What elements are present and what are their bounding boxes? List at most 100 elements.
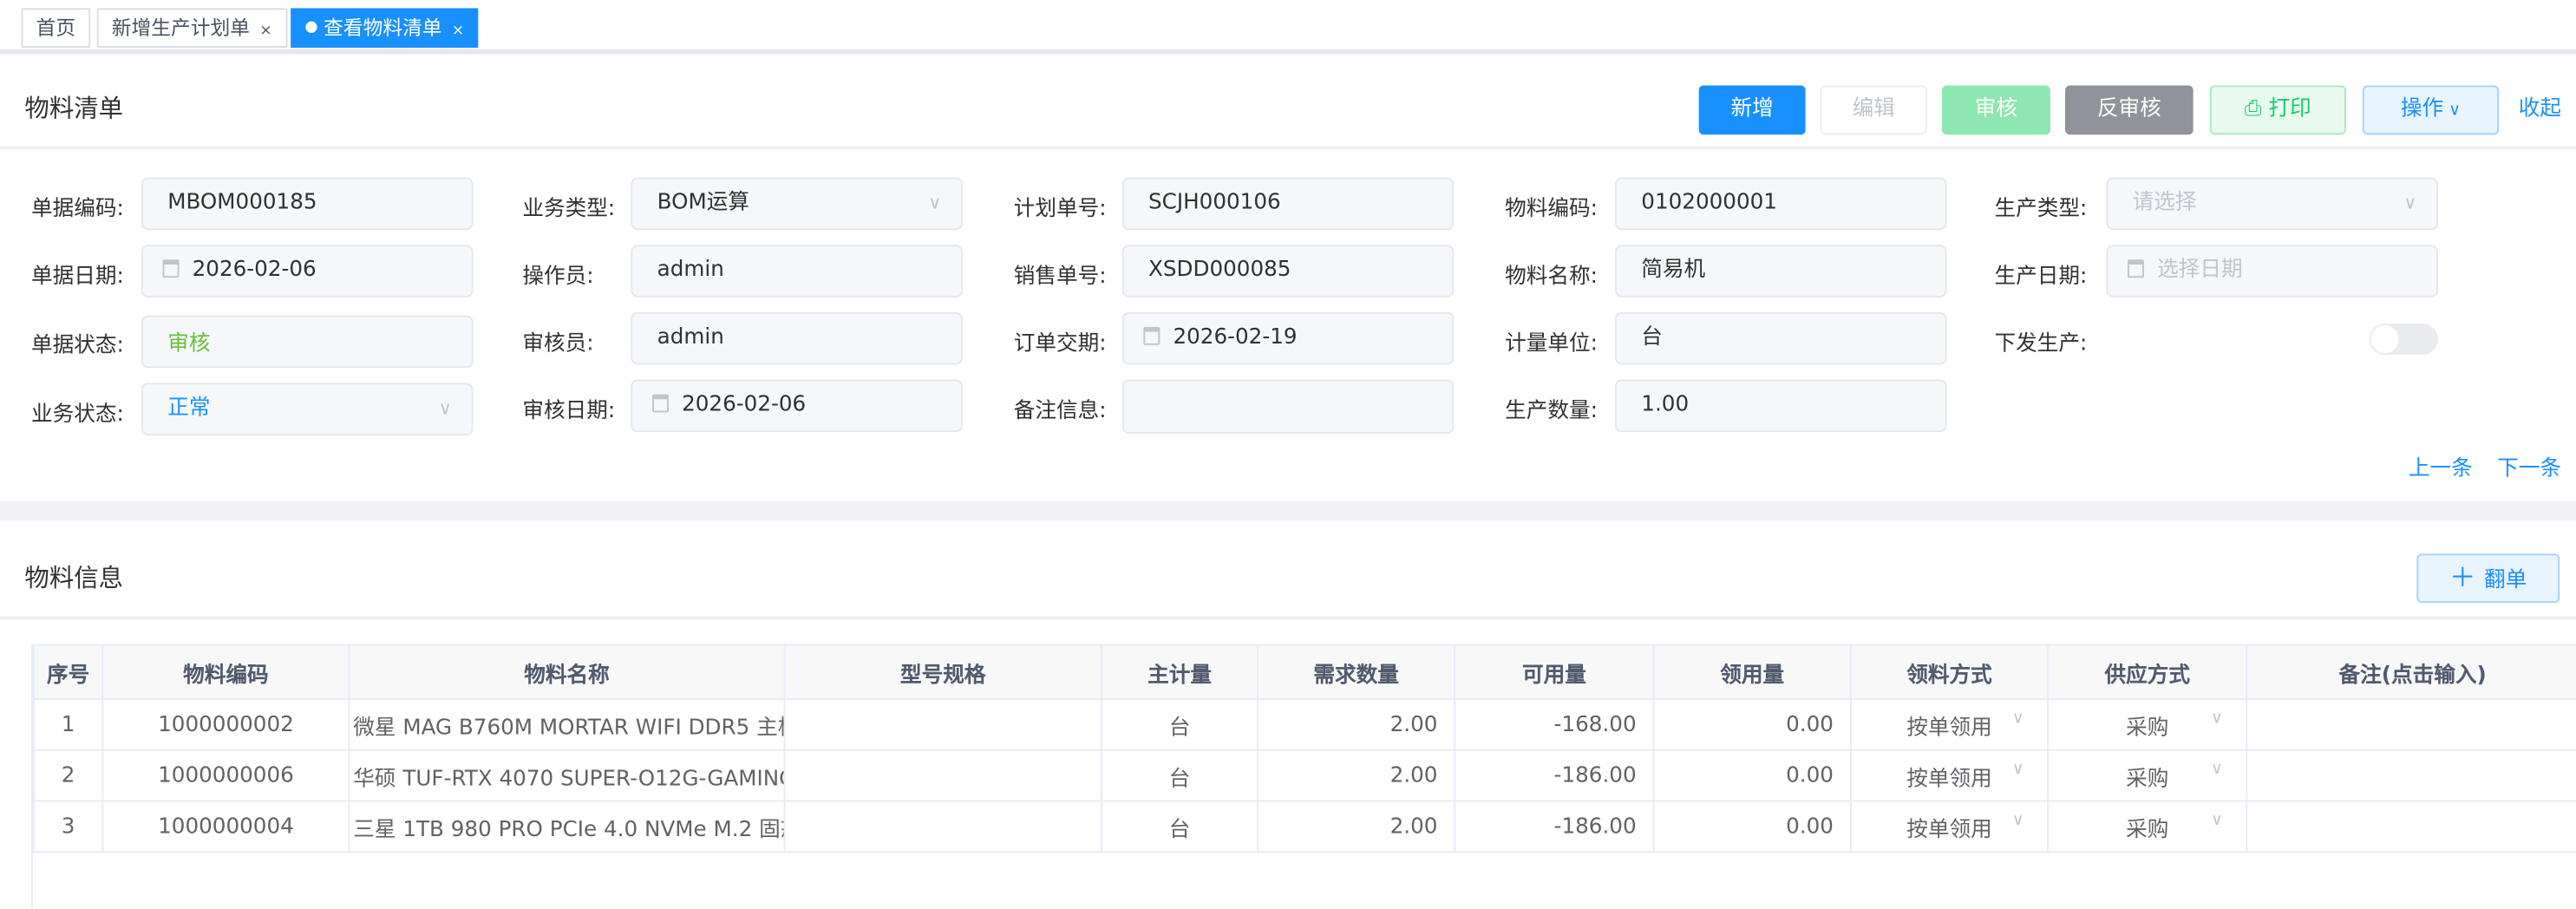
cell-no: 1 xyxy=(32,698,104,751)
tab-view-bom[interactable]: 查看物料清单 × xyxy=(291,8,479,48)
table-row: 3 1000000004 三星 1TB 980 PRO PCIe 4.0 NVMe … xyxy=(32,800,2576,853)
plan-no-field[interactable]: SCJH000106 xyxy=(1121,177,1455,231)
remark-textarea[interactable] xyxy=(1121,379,1455,435)
column-header: 主计量 xyxy=(1101,644,1259,700)
cell-note[interactable] xyxy=(2246,800,2576,853)
tab-home[interactable]: 首页 xyxy=(21,8,91,48)
cell-pick[interactable]: 按单领用 ∨ xyxy=(1849,800,2050,853)
chevron-down-icon: ∨ xyxy=(2443,101,2462,121)
cell-used: 0.00 xyxy=(1652,698,1852,751)
label: 业务类型: xyxy=(522,197,616,222)
value: 按单领用 xyxy=(1906,766,1992,792)
toggle-knob xyxy=(2370,325,2399,354)
label: 单据日期: xyxy=(30,264,124,290)
column-header: 领用量 xyxy=(1652,644,1852,700)
label: 生产数量: xyxy=(1505,399,1598,424)
cell-used: 0.00 xyxy=(1652,800,1852,853)
cell-spec xyxy=(783,698,1103,751)
doc-status-field[interactable]: 审核 xyxy=(141,315,474,369)
copy-order-button[interactable]: ＋ 翻单 xyxy=(2416,553,2560,604)
chevron-down-icon: ∨ xyxy=(2210,760,2223,778)
operator-field[interactable]: admin xyxy=(631,245,964,298)
add-button[interactable]: 新增 xyxy=(1698,85,1806,135)
label: 计划单号: xyxy=(1013,197,1107,222)
chevron-down-icon: ∨ xyxy=(2403,192,2417,214)
divider xyxy=(0,146,2576,150)
next-record-link[interactable]: 下一条 xyxy=(2497,456,2562,482)
section-title: 物料信息 xyxy=(24,563,124,593)
operations-dropdown[interactable]: 操作 ∨ xyxy=(2362,85,2500,135)
column-header: 可用量 xyxy=(1454,644,1655,700)
audit-date-field[interactable]: 2026-02-06 xyxy=(631,379,964,433)
edit-button[interactable]: 编辑 xyxy=(1820,85,1927,135)
prev-record-link[interactable]: 上一条 xyxy=(2408,456,2473,482)
cell-code: 1000000002 xyxy=(101,698,350,751)
cell-pick[interactable]: 按单领用 ∨ xyxy=(1849,698,2050,751)
calendar-icon xyxy=(2127,259,2144,278)
order-delivery-field[interactable]: 2026-02-19 xyxy=(1121,311,1455,365)
printer-icon: ⎙ xyxy=(2244,96,2269,122)
close-icon[interactable]: × xyxy=(259,23,272,40)
value: 2026-02-06 xyxy=(192,258,317,283)
biz-status-select[interactable]: 正常 ∨ xyxy=(141,383,474,435)
active-dot-icon xyxy=(305,21,317,33)
label: 生产日期: xyxy=(1994,264,2088,290)
chevron-down-icon: ∨ xyxy=(928,192,942,214)
dispatch-toggle[interactable] xyxy=(2369,324,2438,356)
label: 审核日期: xyxy=(522,399,616,424)
unit-field[interactable]: 台 xyxy=(1614,311,1947,365)
material-code-field[interactable]: 0102000001 xyxy=(1614,177,1947,231)
cell-name: 三星 1TB 980 PRO PCIe 4.0 NVMe M.2 固态硬盘 xyxy=(348,800,786,853)
column-header: 物料编码 xyxy=(101,644,350,700)
value: 采购 xyxy=(2126,817,2169,842)
cell-name: 微星 MAG B760M MORTAR WIFI DDR5 主板 xyxy=(348,698,786,751)
doc-date-field[interactable]: 2026-02-06 xyxy=(141,245,474,298)
cell-supply[interactable]: 采购 ∨ xyxy=(2047,800,2248,853)
print-button[interactable]: ⎙ 打印 xyxy=(2209,85,2346,135)
collapse-link[interactable]: 收起 xyxy=(2518,96,2562,122)
placeholder: 选择日期 xyxy=(2157,258,2243,283)
tab-label: 新增生产计划单 xyxy=(111,16,250,40)
label: 销售单号: xyxy=(1013,264,1107,290)
cell-spec xyxy=(783,749,1103,802)
label: 单据编码: xyxy=(30,197,124,222)
calendar-icon xyxy=(162,259,180,278)
label: 备注信息: xyxy=(1013,399,1107,424)
column-header: 物料名称 xyxy=(348,644,786,700)
column-header: 供应方式 xyxy=(2047,644,2248,700)
cell-note[interactable] xyxy=(2246,698,2576,751)
materials-table-wrap: 序号 物料编码 物料名称 型号规格 主计量 需求数量 可用量 领用量 领料方式 供应方式 备注(点击… xyxy=(30,644,2576,909)
label: 物料编码: xyxy=(1505,197,1598,222)
cell-avail: -186.00 xyxy=(1454,800,1655,853)
material-name-field[interactable]: 简易机 xyxy=(1614,245,1947,298)
table-row: 2 1000000006 华硕 TUF-RTX 4070 SUPER-O12G-GA… xyxy=(32,749,2576,802)
page-title: 物料清单 xyxy=(24,93,124,124)
label: 生产类型: xyxy=(1994,197,2088,222)
cell-supply[interactable]: 采购 ∨ xyxy=(2047,749,2248,802)
production-type-select[interactable]: 请选择 ∨ xyxy=(2106,177,2438,231)
cell-unit: 台 xyxy=(1101,800,1259,853)
cell-note[interactable] xyxy=(2246,749,2576,802)
cell-no: 3 xyxy=(32,800,104,853)
cell-need: 2.00 xyxy=(1257,800,1456,853)
cell-avail: -186.00 xyxy=(1454,749,1655,802)
value: 正常 xyxy=(167,396,211,421)
chevron-down-icon: ∨ xyxy=(2011,709,2024,728)
unaudit-button[interactable]: 反审核 xyxy=(2065,85,2194,135)
biz-type-select[interactable]: BOM运算 ∨ xyxy=(631,177,964,231)
auditor-field[interactable]: admin xyxy=(631,311,964,365)
doc-code-field[interactable]: MBOM000185 xyxy=(141,177,474,231)
quantity-field[interactable]: 1.00 xyxy=(1614,379,1947,433)
column-header: 领料方式 xyxy=(1849,644,2050,700)
production-date-field[interactable]: 选择日期 xyxy=(2106,245,2438,298)
chevron-down-icon: ∨ xyxy=(2210,810,2223,829)
cell-supply[interactable]: 采购 ∨ xyxy=(2047,698,2248,751)
audit-button[interactable]: 审核 xyxy=(1941,85,2050,135)
tab-new-production-plan[interactable]: 新增生产计划单 × xyxy=(96,8,287,48)
tab-label: 首页 xyxy=(36,16,76,40)
plus-icon: ＋ xyxy=(2449,561,2485,593)
close-icon[interactable]: × xyxy=(451,23,465,40)
sales-no-field[interactable]: XSDD000085 xyxy=(1121,245,1455,298)
cell-pick[interactable]: 按单领用 ∨ xyxy=(1849,749,2050,802)
chevron-down-icon: ∨ xyxy=(2210,709,2223,728)
